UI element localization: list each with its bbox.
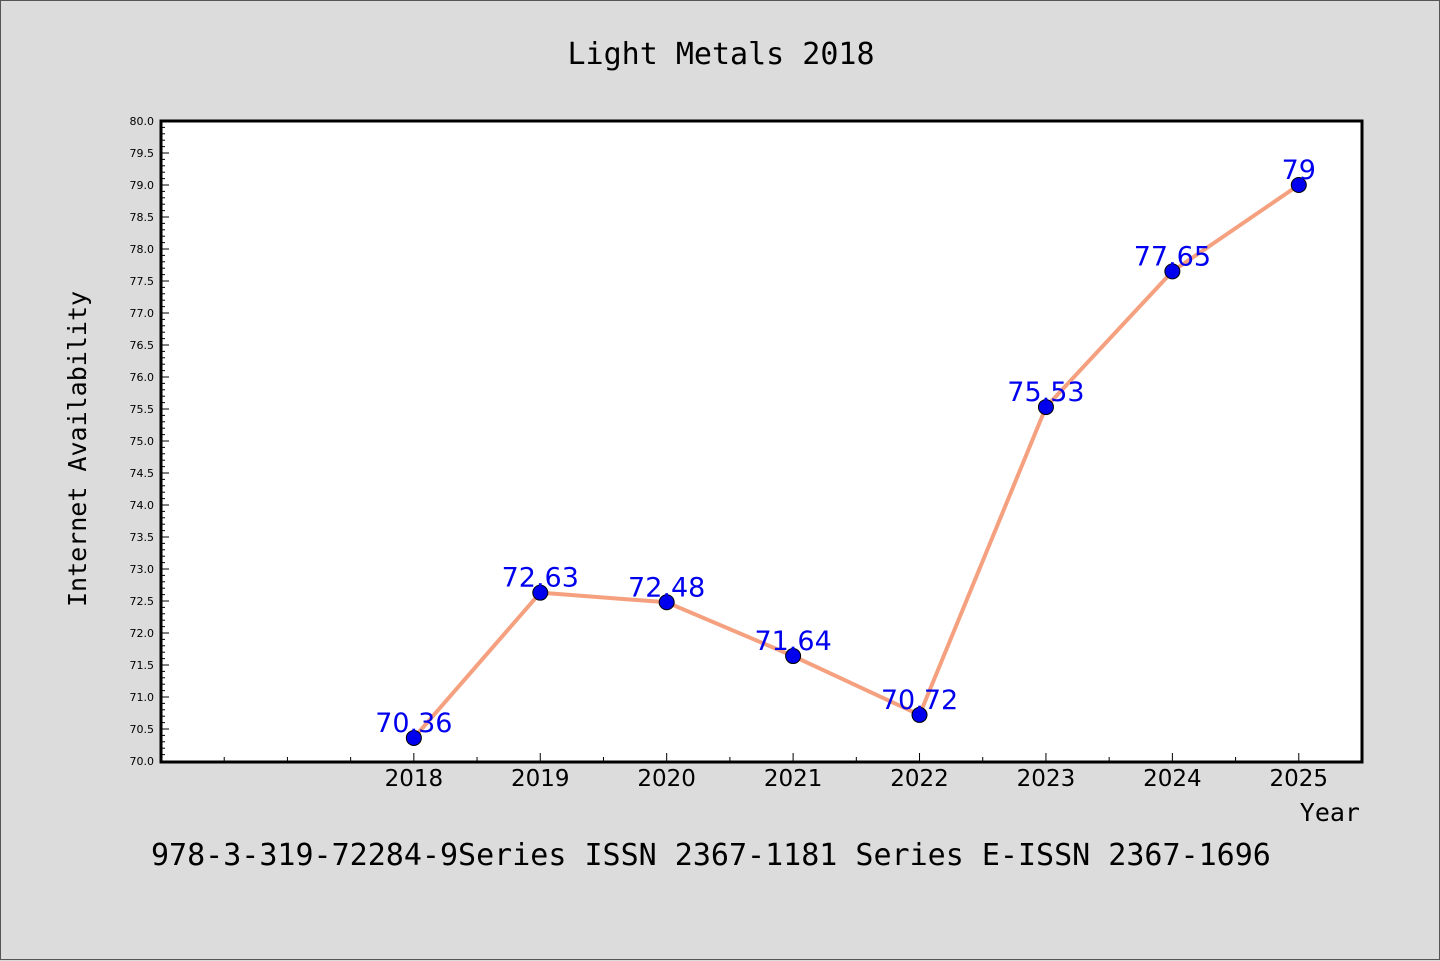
data-point (785, 648, 802, 665)
y-tick-label: 77.0 (130, 307, 155, 320)
x-tick-label: 2018 (385, 766, 444, 792)
y-axis: 70.0 70.5 71.0 71.5 72.0 72.5 73.0 73.5 74.0 74.5… (130, 115, 169, 768)
y-axis-label: Internet Availability (63, 291, 92, 607)
data-point (658, 594, 675, 611)
y-tick-label: 80.0 (130, 115, 155, 128)
x-tick-label: 2022 (890, 766, 949, 792)
data-point (532, 584, 549, 601)
y-tick-label: 74.0 (130, 499, 155, 512)
y-tick-label: 74.5 (130, 467, 155, 480)
y-tick-label: 79.5 (130, 147, 155, 160)
y-tick-label: 78.5 (130, 211, 155, 224)
data-label: 72.48 (628, 572, 705, 603)
x-tick-label: 2023 (1017, 766, 1076, 792)
x-tick-label: 2019 (511, 766, 570, 792)
x-tick-label: 2024 (1143, 766, 1202, 792)
x-axis-label: Year (1300, 798, 1360, 827)
x-tick-label: 2025 (1270, 766, 1329, 792)
y-tick-label: 72.0 (130, 627, 155, 640)
y-tick-label: 78.0 (130, 243, 155, 256)
plot-area (159, 119, 1364, 764)
data-point (1290, 177, 1307, 193)
data-label: 77.65 (1134, 241, 1211, 272)
data-label: 72.63 (502, 563, 579, 594)
y-tick-label: 77.5 (130, 275, 155, 288)
y-tick-label: 76.5 (130, 339, 155, 352)
y-tick-label: 71.5 (130, 659, 155, 672)
data-label: 70.72 (881, 685, 958, 716)
y-tick-label: 79.0 (130, 179, 155, 192)
data-point (1164, 263, 1181, 280)
y-tick-label: 75.0 (130, 435, 155, 448)
y-tick-label: 73.0 (130, 563, 155, 576)
y-tick-label: 70.0 (130, 755, 155, 768)
y-tick-label: 71.0 (130, 691, 155, 704)
chart-title: Light Metals 2018 (567, 37, 874, 72)
data-point (1037, 399, 1054, 416)
y-tick-label: 76.0 (130, 371, 155, 384)
y-tick-label: 73.5 (130, 531, 155, 544)
data-label: 70.36 (375, 708, 452, 739)
y-tick-label: 70.5 (130, 723, 155, 736)
series-layer: 70.36 72.63 72.48 71.64 70.72 75.53 77.65 79 (375, 155, 1316, 746)
x-tick-label: 2021 (764, 766, 823, 792)
y-tick-label: 72.5 (130, 595, 155, 608)
data-label: 79 (1282, 155, 1316, 186)
x-tick-label: 2020 (637, 766, 696, 792)
data-point (911, 706, 928, 723)
y-tick-label: 75.5 (130, 403, 155, 416)
data-label: 71.64 (754, 626, 831, 657)
series-line (411, 183, 1301, 740)
data-point (405, 729, 422, 746)
x-axis: 2018 2019 2020 2021 2022 2023 2024 2025 (160, 753, 1363, 792)
data-label: 75.53 (1007, 377, 1084, 408)
chart-caption: 978-3-319-72284-9Series ISSN 2367-1181 S… (151, 838, 1271, 873)
